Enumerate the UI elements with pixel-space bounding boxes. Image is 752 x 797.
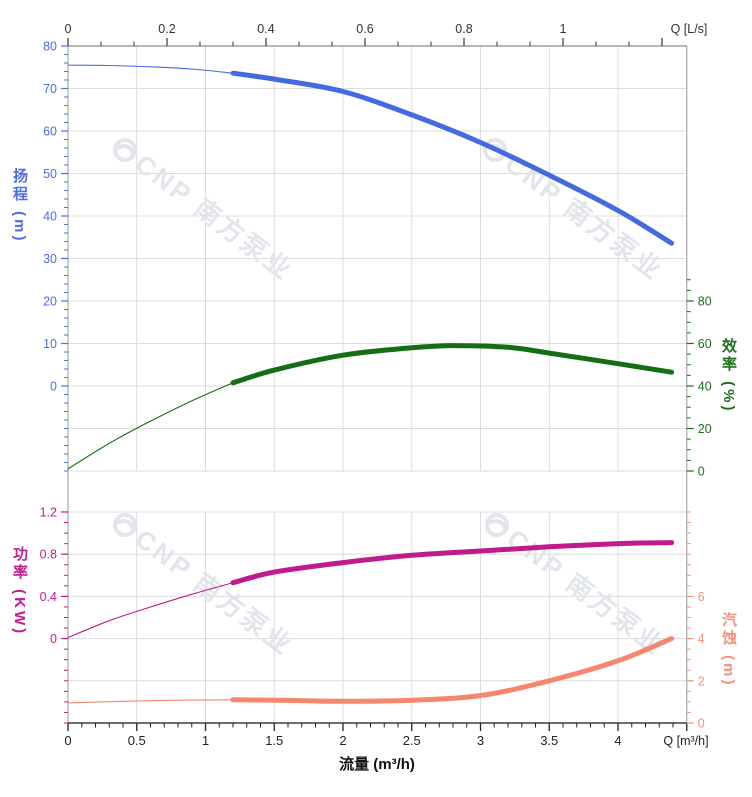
- eff-curve: [230, 343, 675, 386]
- svg-text:0: 0: [64, 733, 71, 748]
- svg-text:40: 40: [43, 210, 57, 224]
- svg-text:4: 4: [698, 632, 705, 646]
- cnp-logo-icon: [113, 513, 137, 537]
- svg-text:6: 6: [698, 590, 705, 604]
- svg-text:40: 40: [698, 380, 712, 394]
- svg-text:1.5: 1.5: [265, 733, 283, 748]
- svg-text:0: 0: [698, 717, 705, 731]
- svg-text:0.8: 0.8: [455, 22, 472, 36]
- svg-text:80: 80: [698, 295, 712, 309]
- eff-curve-thin: [67, 382, 234, 470]
- svg-text:4: 4: [614, 733, 621, 748]
- head-curve-thin: [67, 64, 234, 74]
- svg-text:0: 0: [50, 380, 57, 394]
- svg-text:2: 2: [698, 674, 705, 688]
- gridlines: [67, 45, 688, 724]
- svg-text:0: 0: [50, 632, 57, 646]
- svg-text:0.4: 0.4: [257, 22, 274, 36]
- svg-text:30: 30: [43, 252, 57, 266]
- pow-curve: [230, 540, 675, 586]
- x-axis-top: 0 0.2 0.4 0.6 0.8 1 Q [L/s]: [65, 22, 708, 46]
- svg-text:1.2: 1.2: [40, 506, 57, 520]
- svg-text:10: 10: [43, 337, 57, 351]
- efficiency-axis-title: 效率 (%): [720, 338, 737, 414]
- head-axis-title: 扬程 (m): [11, 168, 28, 244]
- svg-text:0.2: 0.2: [158, 22, 175, 36]
- svg-text:1: 1: [202, 733, 209, 748]
- svg-text:3: 3: [477, 733, 484, 748]
- svg-text:0.6: 0.6: [356, 22, 373, 36]
- axis-spines: [67, 45, 688, 724]
- svg-text:0.5: 0.5: [128, 733, 146, 748]
- npsh-axis-title: 汽蚀 (m): [720, 612, 737, 688]
- svg-text:CNP 南方泵业: CNP 南方泵业: [500, 148, 670, 286]
- svg-text:2.5: 2.5: [403, 733, 421, 748]
- svg-text:Q [m³/h]: Q [m³/h]: [663, 734, 708, 748]
- svg-text:0.8: 0.8: [40, 548, 57, 562]
- npsh-curve-thin: [67, 699, 234, 704]
- pow-curve-thin: [67, 582, 234, 639]
- svg-text:CNP 南方泵业: CNP 南方泵业: [130, 523, 300, 661]
- cnp-logo-icon: [485, 513, 509, 537]
- svg-text:80: 80: [43, 40, 57, 54]
- svg-text:CNP 南方泵业: CNP 南方泵业: [130, 148, 300, 286]
- power-axis-title: 功率 (KW): [11, 546, 28, 637]
- svg-text:60: 60: [43, 125, 57, 139]
- svg-text:50: 50: [43, 167, 57, 181]
- npsh-curve: [230, 636, 675, 704]
- curves: [67, 64, 675, 704]
- svg-text:20: 20: [698, 422, 712, 436]
- svg-text:0: 0: [65, 22, 72, 36]
- cnp-logo-icon: [113, 138, 137, 162]
- svg-text:1: 1: [560, 22, 567, 36]
- svg-text:20: 20: [43, 295, 57, 309]
- x-axis-bottom: 0 0.5 1 1.5 2 2.5 3 3.5 4 Q [m³/h] 流量 (m³/h): [64, 723, 709, 773]
- svg-text:70: 70: [43, 82, 57, 96]
- svg-text:0.4: 0.4: [40, 590, 57, 604]
- svg-text:3.5: 3.5: [540, 733, 558, 748]
- svg-text:60: 60: [698, 337, 712, 351]
- head-curve: [230, 70, 675, 246]
- svg-text:0: 0: [698, 465, 705, 479]
- svg-text:流量 (m³/h): 流量 (m³/h): [339, 755, 415, 773]
- svg-text:2: 2: [339, 733, 346, 748]
- svg-text:Q [L/s]: Q [L/s]: [671, 22, 708, 36]
